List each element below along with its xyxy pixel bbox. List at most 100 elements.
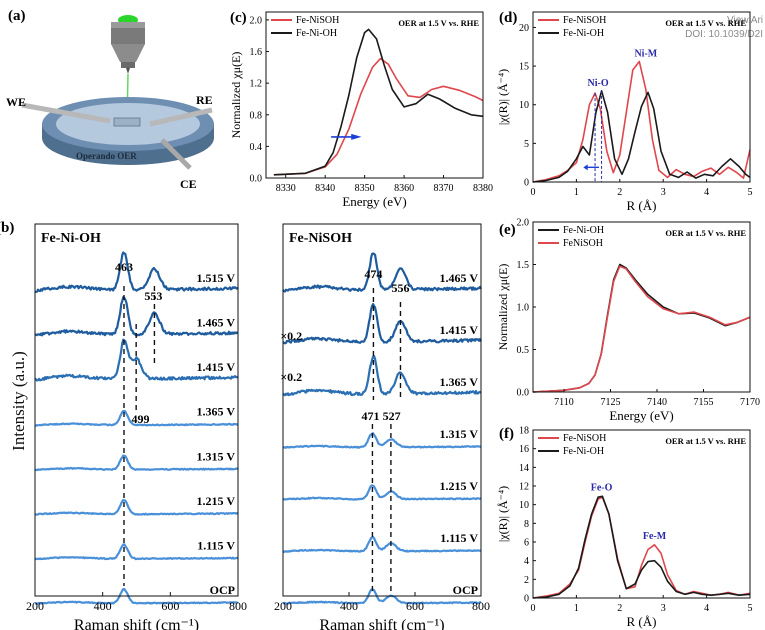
watermark-line2: DOI: 10.1039/D2I — [685, 29, 763, 40]
y-tick-label: 10 — [519, 500, 529, 511]
spectrum-1-315-v — [282, 432, 482, 449]
peak-annotation: 527 — [383, 409, 401, 423]
plot-frame — [282, 223, 482, 597]
y-tick-label: 2.0 — [250, 15, 263, 26]
legend-label-fe-nisoh: Fe-NiSOH — [563, 15, 606, 26]
spectrum-label-1-365-v: 1.365 V — [440, 375, 479, 389]
peak-label-ni-o: Ni-O — [588, 78, 609, 89]
panel-c-tag: (c) — [230, 10, 247, 26]
x-tick-label: 7170 — [740, 397, 760, 408]
y-axis-label: |χ(R)| (Å⁻⁴) — [496, 486, 510, 542]
chart-e: (e) 7110 7125 7140 7155 7170 0.0 0.5 1.0 1.5 2.0 En… — [496, 218, 760, 424]
y-tick-label: 1.6 — [250, 47, 263, 58]
chart-b-left: Fe-Ni-OH 1.515 V 1.465 V 1.415 V 1.365 V 1.31… — [26, 223, 247, 630]
legend-label-fe-ni-oh: Fe-Ni-OH — [296, 28, 337, 39]
x-tick-label: 8350 — [355, 183, 375, 194]
series-line-fe-ni-oh — [532, 495, 751, 599]
y-tick-label: 2.0 — [517, 218, 530, 229]
y-tick-label: 4 — [524, 556, 529, 567]
y-tick-label: 0.0 — [250, 174, 263, 185]
y-tick-label: 0.4 — [250, 142, 263, 153]
y-tick-label: 14 — [519, 463, 529, 474]
x-tick-label: 7155 — [694, 397, 714, 408]
x-axis-label: R (Å) — [627, 198, 657, 213]
peak-label-fe-o: Fe-O — [591, 482, 613, 493]
x-tick-label: 7110 — [554, 397, 574, 408]
y-axis-label: |χ(R)| (Å⁻⁴) — [496, 69, 510, 125]
spectrum-label-ocp: OCP — [210, 583, 235, 597]
x-axis-label: Raman shift (cm⁻¹) — [74, 617, 199, 630]
y-tick-label: 6 — [524, 538, 529, 549]
ni-o-shift-arrowhead — [583, 164, 588, 171]
x-tick-label: 7140 — [647, 397, 667, 408]
spectrum-1-115-v — [34, 543, 239, 561]
x-tick-label: 200 — [274, 599, 292, 613]
y-tick-label: 1.5 — [517, 260, 530, 271]
spectrum-1-115-v — [282, 536, 482, 553]
spectrum-ocp — [34, 588, 239, 605]
y-tick-label: 0.0 — [517, 388, 530, 399]
x-tick-label: 1 — [574, 603, 579, 614]
x-tick-label: 4 — [704, 603, 709, 614]
chart-b-right: Fe-NiSOH 1.465 V 1.415 V 1.365 V 1.315 V 1.21… — [274, 223, 490, 630]
x-axis-label: Energy (eV) — [609, 408, 673, 423]
x-axis-label: Raman shift (cm⁻¹) — [319, 617, 444, 630]
spectrum-label-1-465-v: 1.465 V — [197, 316, 236, 330]
panel-f-tag: (f) — [499, 426, 514, 442]
x-tick-label: 0 — [531, 187, 536, 198]
x-tick-label: 400 — [340, 599, 358, 613]
legend-label-fe-nisoh: Fe-NiSOH — [563, 433, 606, 444]
spectrum-label-1-215-v: 1.215 V — [197, 494, 236, 508]
x-tick-label: 8340 — [315, 183, 335, 194]
x-tick-label: 5 — [748, 603, 753, 614]
spectrum-1-315-v — [34, 454, 239, 472]
spectrum-ocp — [282, 588, 482, 605]
x-tick-label: 8380 — [473, 183, 493, 194]
y-tick-label: 12 — [519, 482, 529, 493]
ce-label: CE — [180, 177, 197, 191]
peak-annotation: 463 — [115, 260, 133, 274]
y-tick-label: 2 — [524, 575, 529, 586]
watermark-line1: View Ari — [727, 15, 763, 26]
legend-label-fe-nisoh: Fe-NiSOH — [296, 15, 339, 26]
condition-note: OER at 1.5 V vs. RHE — [665, 18, 746, 28]
plot-frame — [532, 429, 751, 599]
panel-b-frame: (b) — [0, 220, 14, 236]
spectra-title: Fe-Ni-OH — [41, 231, 101, 246]
y-tick-label: 20 — [519, 23, 529, 34]
series-line-fe-ni-oh — [273, 28, 484, 176]
peak-annotation: 499 — [132, 412, 150, 426]
spectrum-1-365-v — [34, 409, 239, 427]
legend-label-fenisoh: FeNiSOH — [563, 238, 603, 249]
peak-annotation: 474 — [364, 267, 382, 281]
y-tick-label: 1.0 — [517, 303, 530, 314]
y-tick-label: 5 — [524, 139, 529, 150]
x-tick-label: 3 — [661, 187, 666, 198]
plot-frame — [265, 11, 484, 179]
peak-label-fe-m: Fe-M — [643, 531, 667, 542]
y-tick-label: 16 — [519, 444, 529, 455]
spectrum-label-1-415-v: 1.415 V — [197, 360, 236, 374]
cell-label: Operando OER — [76, 151, 137, 161]
spectrum-1-465-v — [282, 252, 482, 293]
laser-objective — [111, 15, 145, 125]
plot-frame — [34, 223, 239, 597]
x-tick-label: 2 — [617, 187, 622, 198]
spectrum-label-1-115-v: 1.115 V — [440, 531, 478, 545]
x-tick-label: 200 — [26, 599, 44, 613]
x-tick-label: 8370 — [434, 183, 454, 194]
x-tick-label: 0 — [531, 603, 536, 614]
y-tick-label: 8 — [524, 519, 529, 530]
x-axis-label: Energy (eV) — [342, 194, 406, 209]
condition-note: OER at 1.5 V vs. RHE — [665, 436, 746, 446]
x-tick-label: 800 — [472, 599, 490, 613]
series-line-fe-ni-oh — [532, 263, 751, 393]
x-tick-label: 600 — [406, 599, 424, 613]
spectrum-1-215-v — [282, 484, 482, 501]
chart-c: (c) 8330 8340 8350 8360 8370 8380 0.0 0.4 0.8 1.2 1… — [229, 10, 493, 209]
spectrum-label-ocp: OCP — [453, 583, 478, 597]
series-line-fe-nisoh — [273, 57, 484, 176]
spectrum-1-215-v — [34, 498, 239, 516]
x-tick-label: 5 — [748, 187, 753, 198]
peak-annotation: 471 — [361, 409, 379, 423]
